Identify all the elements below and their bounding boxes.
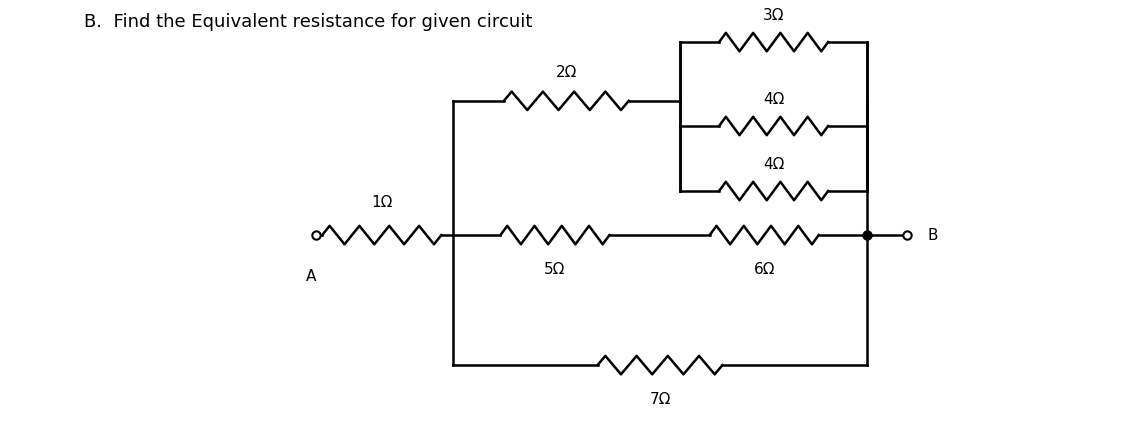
Text: 4Ω: 4Ω	[763, 92, 785, 107]
Text: 4Ω: 4Ω	[763, 157, 785, 172]
Text: 6Ω: 6Ω	[754, 262, 774, 277]
Text: B.  Find the Equivalent resistance for given circuit: B. Find the Equivalent resistance for gi…	[84, 13, 532, 31]
Text: A: A	[305, 269, 316, 284]
Text: 1Ω: 1Ω	[371, 195, 392, 210]
Text: 3Ω: 3Ω	[763, 8, 785, 23]
Text: 5Ω: 5Ω	[545, 262, 565, 277]
Text: B: B	[928, 228, 938, 243]
Text: 2Ω: 2Ω	[556, 65, 577, 80]
Text: 7Ω: 7Ω	[650, 392, 670, 407]
